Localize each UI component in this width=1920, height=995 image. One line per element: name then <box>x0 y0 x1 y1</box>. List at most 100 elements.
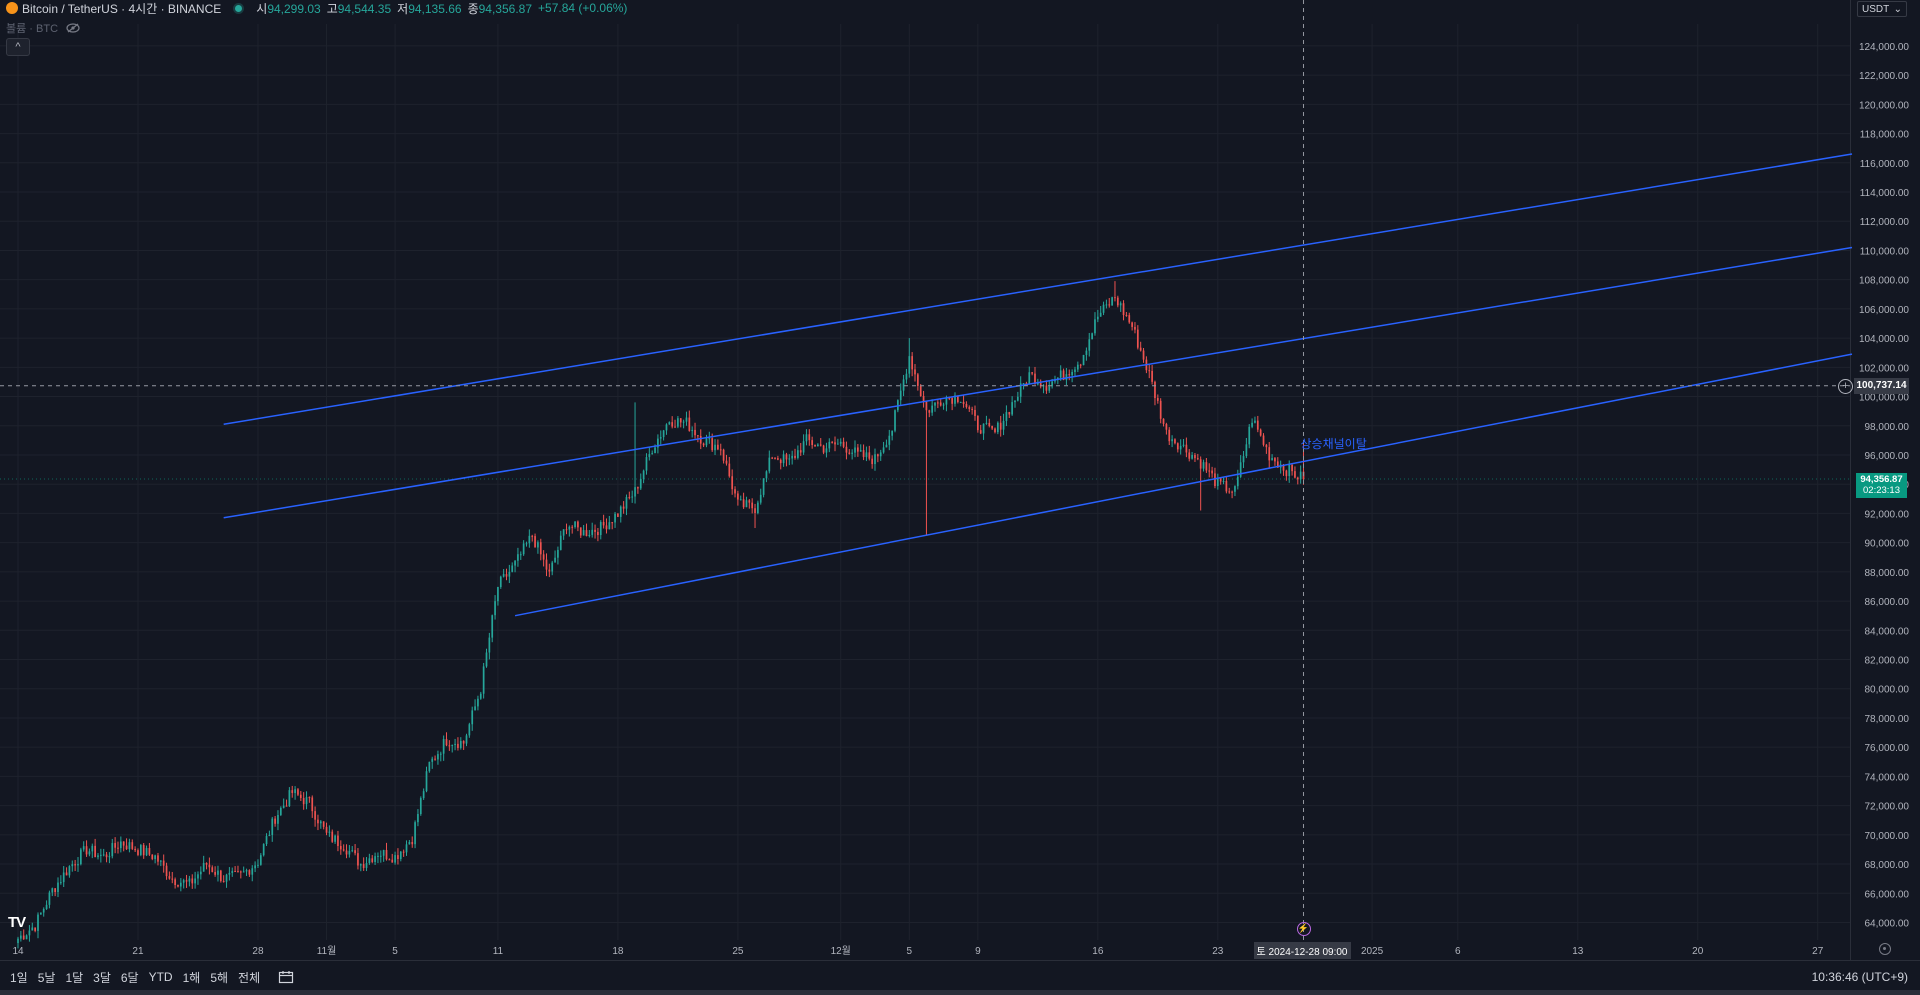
range-6m-button[interactable]: 6달 <box>120 970 139 985</box>
last-price-badge: 94,356.87 02:23:13 <box>1856 472 1907 498</box>
candle-body <box>914 369 916 375</box>
alert-icon[interactable]: ⚡ <box>1296 922 1311 936</box>
candle-body <box>617 513 619 517</box>
candle-body <box>934 402 936 406</box>
time-tick-label: 16 <box>1092 946 1104 957</box>
candle-body <box>725 460 728 464</box>
candle-body <box>282 805 285 808</box>
candle-body <box>131 842 134 849</box>
candle-body <box>1239 462 1242 477</box>
currency-selector[interactable]: USDT ⌄ <box>1857 1 1907 17</box>
range-all-button[interactable]: 전체 <box>238 970 261 985</box>
candle-body <box>339 845 342 850</box>
candle-body <box>1142 350 1145 360</box>
candle-body <box>1091 333 1093 340</box>
candle-body <box>354 850 356 854</box>
candle-body <box>1219 478 1222 482</box>
price-tick-label: 90,000.00 <box>1865 539 1910 550</box>
candle-body <box>1268 447 1271 461</box>
range-1y-button[interactable]: 1해 <box>182 970 201 985</box>
range-5y-button[interactable]: 5해 <box>210 970 229 985</box>
candle-body <box>922 396 925 402</box>
range-3m-button[interactable]: 3달 <box>93 970 111 985</box>
candle-body <box>731 476 734 490</box>
candle-body <box>1276 461 1279 468</box>
candle-body <box>297 789 299 795</box>
candle-body <box>1045 385 1048 391</box>
candle-body <box>499 576 502 588</box>
price-tick-label: 92,000.00 <box>1865 509 1910 520</box>
candle-body <box>365 863 368 868</box>
range-ytd-button[interactable]: YTD <box>148 970 173 984</box>
candle-body <box>1134 326 1136 330</box>
candle-body <box>448 745 451 747</box>
candle-body <box>1156 398 1159 401</box>
candle-body <box>17 938 19 944</box>
candle-body <box>219 870 222 882</box>
candle-body <box>1082 354 1085 366</box>
symbol-title[interactable]: Bitcoin / TetherUS · 4시간 · BINANCE <box>22 1 222 16</box>
candle-body <box>688 417 691 431</box>
range-5d-button[interactable]: 5날 <box>37 970 56 985</box>
candle-body <box>57 882 59 892</box>
timezone-clock[interactable]: 10:36:46 (UTC+9) <box>1811 970 1908 984</box>
price-tick-label: 88,000.00 <box>1865 568 1910 579</box>
candle-body <box>982 423 985 434</box>
candle-body <box>777 458 779 460</box>
candle-body <box>205 862 208 865</box>
candle-body <box>1059 370 1062 378</box>
range-1m-button[interactable]: 1달 <box>65 970 84 985</box>
candle-body <box>468 724 471 736</box>
candle-body <box>1225 480 1228 492</box>
candle-body <box>1068 374 1071 376</box>
candle-body <box>1108 304 1111 306</box>
candle-body <box>1039 383 1042 387</box>
candle-body <box>531 535 534 537</box>
candle-body <box>1188 452 1191 459</box>
candle-body <box>271 818 274 835</box>
channel-break-annotation[interactable]: 상승채널이탈 <box>1300 437 1367 452</box>
candle-body <box>628 497 631 499</box>
time-tick-label: 2025 <box>1361 946 1384 957</box>
candle-body <box>988 422 991 427</box>
price-tick-label: 112,000.00 <box>1860 217 1910 228</box>
candle-body <box>614 513 616 523</box>
candle-body <box>891 430 894 436</box>
candle-body <box>319 821 322 824</box>
candle-body <box>976 415 979 431</box>
tradingview-logo[interactable]: TV <box>8 914 26 931</box>
candle-body <box>791 455 794 459</box>
plus-circle-icon[interactable]: + <box>1838 378 1853 394</box>
price-tick-label: 104,000.00 <box>1859 334 1909 345</box>
collapse-legend-button[interactable]: ^ <box>6 38 30 56</box>
candle-body <box>551 562 554 572</box>
candle-body <box>1299 471 1302 480</box>
price-tick-label: 114,000.00 <box>1860 188 1910 199</box>
range-1d-button[interactable]: 1일 <box>10 970 28 985</box>
candle-body <box>559 535 562 550</box>
bar-countdown: 02:23:13 <box>1863 485 1900 497</box>
candle-body <box>42 909 45 913</box>
candle-body <box>562 529 565 536</box>
candle-body <box>185 880 188 882</box>
candle-body <box>1151 370 1153 382</box>
candle-body <box>959 401 962 403</box>
candle-body <box>71 864 74 867</box>
candle-body <box>308 797 311 799</box>
candle-body <box>542 554 545 560</box>
candle-body <box>1114 297 1116 299</box>
eye-icon[interactable] <box>66 23 80 33</box>
candle-body <box>302 797 305 805</box>
candle-body <box>199 871 202 875</box>
candle-body <box>611 522 614 524</box>
candle-body <box>671 422 674 427</box>
candle-body <box>242 871 245 873</box>
candle-body <box>62 872 65 883</box>
candle-body <box>1025 383 1028 385</box>
candle-body <box>991 426 993 429</box>
gear-icon[interactable] <box>1879 943 1891 955</box>
market-open-icon <box>235 4 243 12</box>
candle-body <box>1285 470 1288 477</box>
calendar-range-icon[interactable] <box>278 970 294 984</box>
